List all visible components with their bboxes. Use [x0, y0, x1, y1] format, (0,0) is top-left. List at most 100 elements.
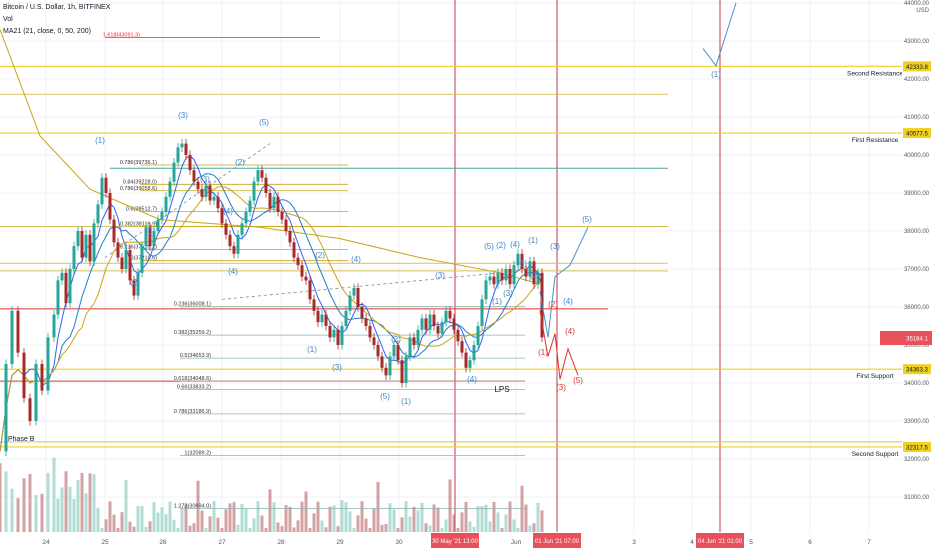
volume-bar	[460, 512, 464, 532]
volume-bar	[212, 501, 216, 532]
volume-bar	[260, 515, 264, 532]
candle-body	[320, 314, 324, 323]
candle-body	[464, 352, 468, 368]
wave-label-blue: (4)	[467, 375, 477, 384]
wave-label-red: (3)	[556, 383, 566, 392]
candle-body	[324, 314, 328, 326]
candle-body	[132, 280, 136, 296]
volume-bar	[504, 514, 508, 532]
volume-bar	[200, 510, 204, 532]
price-tick: 37000.00	[904, 267, 930, 273]
volume-bar	[508, 501, 512, 532]
volume-bar	[108, 501, 112, 532]
candle-body	[352, 288, 356, 296]
time-tick: 28	[277, 539, 285, 546]
price-tick: 39000.00	[904, 191, 930, 197]
volume-bar	[500, 528, 504, 532]
candle-body	[34, 364, 38, 421]
fib-label: 1.272(30694.0)	[174, 504, 211, 510]
wave-label-blue: (1)	[95, 136, 105, 145]
candle-body	[432, 314, 436, 326]
volume-bar	[312, 513, 316, 532]
candle-body	[348, 295, 352, 311]
candle-body	[28, 398, 32, 421]
candle-body	[260, 170, 264, 178]
volume-bar	[72, 498, 76, 532]
candle-body	[104, 177, 108, 193]
candle-body	[152, 231, 156, 247]
volume-bar	[88, 473, 92, 532]
candle-body	[276, 196, 280, 212]
wave-label-blue: (4)	[228, 267, 238, 276]
candle-body	[4, 364, 8, 452]
fib-label: 0.618(34048.6)	[174, 376, 211, 382]
wave-label-blue: (2)	[530, 271, 540, 280]
candle-body	[100, 177, 104, 205]
volume-bar	[496, 512, 500, 532]
volume-bar	[220, 528, 224, 532]
fib-label: 0.786(33186.9)	[174, 409, 211, 415]
horizontal-levels: Second Resistance First Resistance First S…	[0, 65, 903, 458]
candle-body	[56, 280, 60, 315]
candle-body	[220, 208, 224, 224]
wave-label-blue: (5)	[259, 118, 269, 127]
volume-bar	[380, 524, 384, 532]
price-tick: 33000.00	[904, 419, 930, 425]
candle-body	[300, 265, 304, 277]
volume-bar	[204, 528, 208, 532]
volume-bar	[432, 504, 436, 532]
candle-body	[136, 272, 140, 296]
volume-bar	[428, 525, 432, 532]
volume-bar	[16, 498, 20, 532]
volume-bar	[188, 525, 192, 532]
candle-body	[128, 250, 132, 281]
sr-price-tag	[903, 128, 931, 139]
candle-body	[148, 227, 152, 247]
candle-body	[404, 356, 408, 383]
candle-body	[516, 253, 520, 266]
candle-body	[332, 329, 336, 338]
volume-bar	[28, 474, 32, 532]
volume-bar	[192, 523, 196, 532]
volume-bar	[52, 457, 56, 532]
volume-bar	[452, 514, 456, 532]
wave-label-red: (5)	[573, 376, 583, 385]
wave-label-blue: (3)	[503, 289, 513, 298]
candle-body	[520, 253, 524, 269]
time-tick: 29	[336, 539, 344, 546]
volume-bar	[300, 501, 304, 532]
candle-body	[212, 196, 216, 201]
time-tick: 4	[690, 539, 694, 546]
wave-label-blue: (2)	[391, 335, 401, 344]
volume-bar	[536, 502, 540, 532]
wave-label-blue: (5)	[484, 242, 494, 251]
candle-body	[360, 307, 364, 319]
volume-bar	[376, 481, 380, 532]
volume-bar	[60, 487, 64, 532]
candle-body	[116, 242, 120, 258]
wave-label-blue: (4)	[510, 240, 520, 249]
wave-label-blue: (4)	[223, 207, 233, 216]
symbol-line: Bitcoin / U.S. Dollar, 1h, BITFINEX	[3, 4, 111, 11]
volume-bar	[484, 504, 488, 532]
candle-body	[428, 314, 432, 330]
ma50-line	[0, 185, 543, 452]
time-highlight-label: 04 Jun '21 01:00	[698, 539, 743, 545]
wave-label-blue: (3)	[332, 363, 342, 372]
price-tick: 36000.00	[904, 305, 930, 311]
projection-blue	[539, 226, 589, 338]
candle-body	[356, 288, 360, 307]
time-highlight-label: 30 May '21 13:00	[432, 539, 479, 545]
time-highlight-label: 01 Jun '21 07:00	[535, 539, 580, 545]
volume-bar	[540, 510, 544, 532]
candle-body	[472, 345, 476, 361]
candle-body	[196, 181, 200, 190]
volume-bar	[476, 505, 480, 532]
candle-body	[288, 231, 292, 243]
currency-label: USD	[916, 8, 929, 14]
wave-label-blue: (5)	[517, 259, 527, 268]
volume-bar	[136, 505, 140, 532]
candle-body	[64, 272, 68, 304]
candle-body	[532, 261, 536, 285]
